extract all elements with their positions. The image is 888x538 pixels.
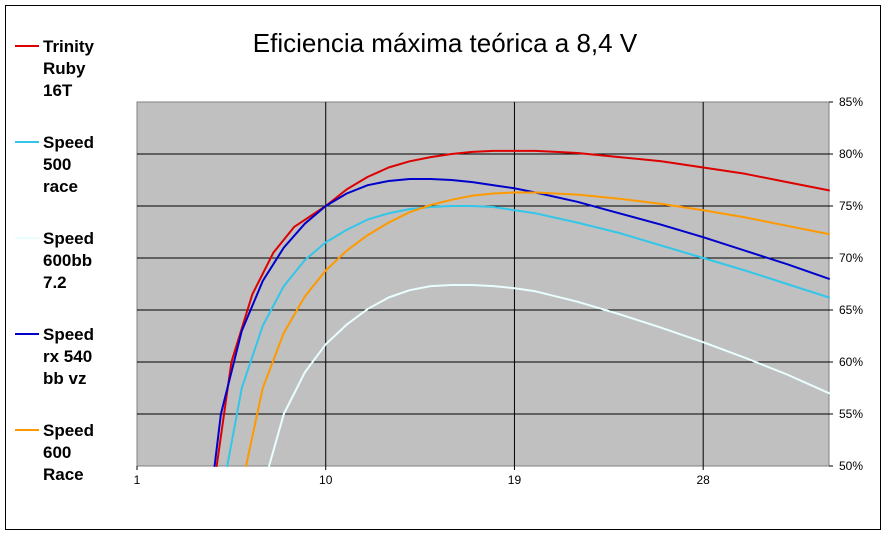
series-line-2 [268, 284, 830, 467]
x-tick-label: 19 [508, 473, 522, 487]
y-tick-label: 80% [839, 147, 863, 161]
y-tick-label: 60% [839, 355, 863, 369]
chart-title: Eficiencia máxima teórica a 8,4 V [253, 28, 638, 58]
series-line-1 [226, 205, 830, 467]
legend: Trinity Ruby 16T Speed 500 race Speed 600bb 7.2 S… [15, 37, 95, 484]
x-tick-label: 10 [319, 473, 333, 487]
y-axis-ticks: 50% 55% 60% 65% 70% 75% 80% 85% [829, 95, 863, 473]
legend-entry-0: Trinity Ruby 16T [43, 37, 95, 100]
x-tick-label: 1 [134, 473, 141, 487]
legend-entry-2: Speed 600bb 7.2 [43, 229, 94, 292]
plot-area [136, 101, 830, 467]
legend-entry-1: Speed 500 race [43, 133, 94, 196]
series-line-0 [215, 149, 830, 467]
legend-entry-4: Speed 600 Race [43, 421, 94, 484]
y-tick-label: 70% [839, 251, 863, 265]
y-tick-label: 50% [839, 459, 863, 473]
series-line-4 [245, 191, 830, 467]
x-axis-ticks: 1 10 19 28 [134, 466, 711, 487]
y-tick-label: 55% [839, 407, 863, 421]
y-tick-label: 65% [839, 303, 863, 317]
y-tick-label: 85% [839, 95, 863, 109]
series-line-3 [213, 178, 830, 467]
series-lines [213, 149, 830, 467]
y-tick-label: 75% [839, 199, 863, 213]
legend-entry-3: Speed rx 540 bb vz [43, 325, 94, 388]
x-tick-label: 28 [697, 473, 711, 487]
gridlines [137, 102, 829, 466]
